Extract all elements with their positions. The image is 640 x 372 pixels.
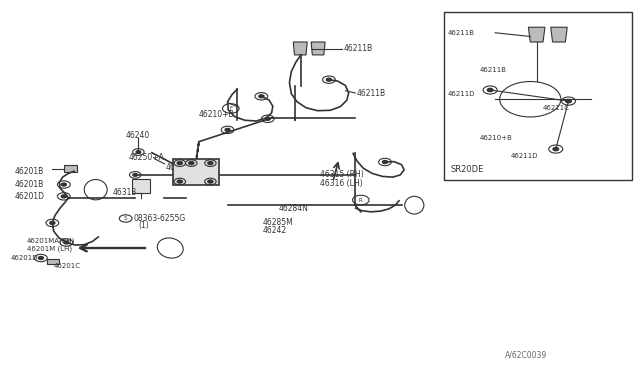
Circle shape (133, 174, 138, 176)
Circle shape (64, 241, 69, 244)
Circle shape (177, 180, 182, 183)
Circle shape (208, 161, 213, 164)
Text: 46211B: 46211B (447, 30, 474, 36)
Text: 46252MA: 46252MA (166, 163, 202, 172)
Polygon shape (550, 27, 567, 42)
Bar (132, 179, 150, 193)
Text: 46201MA(RH): 46201MA(RH) (27, 237, 76, 244)
Text: 46211D: 46211D (511, 154, 539, 160)
Text: 46201B: 46201B (14, 167, 44, 176)
Text: 46250+A: 46250+A (129, 153, 164, 162)
Polygon shape (529, 27, 545, 42)
Polygon shape (64, 165, 77, 172)
Text: 46211B: 46211B (344, 44, 372, 53)
Ellipse shape (84, 180, 107, 200)
Circle shape (225, 128, 230, 131)
Text: 46201B: 46201B (14, 180, 44, 189)
Circle shape (50, 221, 55, 224)
Polygon shape (47, 259, 59, 264)
Circle shape (265, 117, 270, 120)
Polygon shape (311, 42, 325, 55)
Text: R: R (359, 198, 363, 202)
Text: 46316 (LH): 46316 (LH) (320, 179, 363, 187)
Circle shape (61, 183, 67, 186)
Bar (444, 13, 632, 180)
Text: 46201D: 46201D (11, 255, 38, 261)
Text: 46242: 46242 (262, 226, 287, 235)
Text: F: F (229, 106, 232, 111)
Text: 46240: 46240 (125, 131, 150, 140)
Circle shape (177, 161, 182, 164)
Text: 46211C: 46211C (543, 106, 570, 112)
Text: 46285M: 46285M (262, 218, 293, 227)
Ellipse shape (404, 196, 424, 214)
Text: 46201M (LH): 46201M (LH) (27, 246, 72, 252)
Text: 46211B: 46211B (356, 89, 385, 98)
Text: 46284N: 46284N (278, 203, 308, 213)
Text: 46210+B: 46210+B (199, 109, 234, 119)
Ellipse shape (157, 238, 183, 258)
Text: 08363-6255G: 08363-6255G (133, 214, 186, 223)
Polygon shape (293, 42, 307, 55)
Text: 46211B: 46211B (479, 67, 506, 73)
Text: (1): (1) (138, 221, 149, 230)
Text: A/62C0039: A/62C0039 (505, 350, 547, 360)
Bar (173, 160, 220, 185)
Circle shape (189, 161, 194, 164)
Text: 46201C: 46201C (54, 263, 81, 269)
Circle shape (553, 147, 559, 151)
Text: 46315 (RH): 46315 (RH) (320, 170, 364, 179)
Circle shape (61, 195, 67, 198)
Circle shape (38, 257, 44, 260)
Circle shape (487, 89, 493, 92)
Circle shape (259, 95, 264, 98)
Text: 46201D: 46201D (14, 192, 44, 201)
Circle shape (326, 78, 332, 81)
Text: S: S (124, 216, 127, 221)
Text: 46211D: 46211D (447, 91, 475, 97)
Text: 46210+B: 46210+B (479, 135, 512, 141)
Circle shape (566, 99, 572, 103)
Text: 46313: 46313 (113, 188, 137, 197)
Text: SR20DE: SR20DE (451, 165, 484, 174)
Circle shape (208, 180, 213, 183)
Circle shape (136, 151, 141, 153)
Circle shape (383, 161, 388, 163)
